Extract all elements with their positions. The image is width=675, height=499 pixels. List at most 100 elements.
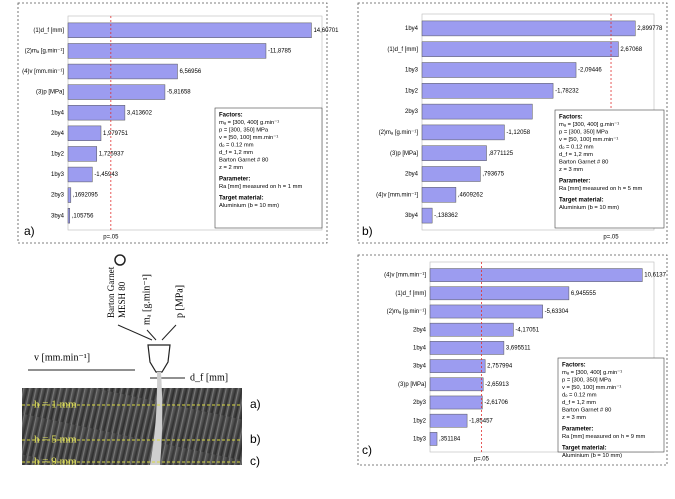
category-label: 2by3 (405, 109, 419, 115)
category-label: 1by2 (51, 151, 65, 157)
note-line: mₐ = [300, 400] g.min⁻¹ (219, 120, 279, 126)
value-label: 2,757994 (487, 364, 513, 370)
value-label: 1,979751 (103, 131, 129, 137)
value-label: -4,17051 (515, 327, 539, 333)
value-label: ,8771125 (489, 151, 514, 157)
abrasive-label: Barton Garnet (106, 266, 116, 318)
level-text: h = 5 mm (34, 434, 77, 446)
bar (422, 125, 504, 140)
category-label: (3)p [MPa] (36, 90, 64, 96)
value-label: 6,945555 (571, 291, 597, 297)
category-label: 1by2 (413, 418, 427, 424)
note-line: dₒ = 0.12 mm (559, 145, 594, 151)
category-label: (1)d_f [mm] (395, 291, 426, 297)
value-label: ,105756 (72, 213, 94, 219)
level-label: c) (250, 454, 260, 468)
note-line: v = [50, 100] mm.min⁻¹ (559, 137, 618, 143)
note-heading: Target material: (559, 198, 604, 204)
note-line: Aluminium (b = 10 mm) (219, 203, 279, 209)
note-heading: Factors: (219, 113, 243, 119)
category-label: (3)p [MPa] (398, 382, 426, 388)
note-line: Ra [mm] measured on h = 1 mm (219, 184, 302, 190)
category-label: (3)p [MPa] (390, 151, 418, 157)
ref-label: p=.05 (103, 235, 119, 241)
pressure-label: p [MPa] (174, 285, 185, 318)
note-line: d_f = 1,2 mm (559, 152, 593, 158)
value-label: -11,8785 (268, 48, 292, 54)
note-line: Ra [mm] measured on h = 9 mm (562, 434, 645, 440)
bar (422, 187, 456, 202)
mesh-label: MESH 80 (117, 281, 127, 318)
bar (422, 42, 618, 57)
note-line: d_f = 1,2 mm (562, 400, 596, 406)
value-label: -2,61706 (484, 400, 508, 406)
category-label: (2)mₐ [g.min⁻¹] (379, 130, 419, 136)
bar (430, 396, 482, 409)
bar (68, 85, 165, 100)
abrasive-icon (115, 255, 125, 265)
category-label: 3by4 (51, 213, 65, 219)
note-heading: Target material: (562, 446, 607, 452)
note-line: v = [50, 100] mm.min⁻¹ (562, 385, 621, 391)
value-label: -,138362 (434, 213, 458, 219)
bar (430, 341, 504, 354)
level-label: a) (250, 397, 261, 411)
diameter-label: d_f [mm] (190, 372, 228, 383)
note-line: Ra [mm] measured on h = 5 mm (559, 186, 642, 192)
value-label: 6,56956 (179, 69, 201, 75)
note-line: Barton Garnet # 80 (562, 408, 611, 414)
note-heading: Factors: (559, 115, 583, 121)
note-line: Barton Garnet # 80 (559, 160, 608, 166)
nozzle (148, 345, 170, 372)
category-label: 2by4 (413, 327, 427, 333)
category-label: 2by4 (51, 131, 65, 137)
note-line: p = [300, 350] MPa (559, 130, 609, 136)
bar (68, 105, 125, 120)
level-text: h = 9 mm (34, 456, 77, 468)
value-label: 14,60701 (313, 28, 339, 34)
bar (430, 323, 513, 336)
note-line: dₒ = 0.12 mm (219, 143, 254, 149)
note-line: Aluminium (b = 10 mm) (562, 453, 622, 459)
bar (430, 378, 483, 391)
value-label: 3,695511 (506, 345, 531, 351)
category-label: 3by4 (413, 364, 427, 370)
bar (430, 305, 543, 318)
category-label: 1by2 (405, 88, 419, 94)
note-line: v = [50, 100] mm.min⁻¹ (219, 135, 278, 141)
category-label: 1by3 (405, 68, 419, 74)
value-label: -5,81658 (167, 90, 191, 96)
category-label: 1by4 (51, 110, 65, 116)
value-label: ,4609262 (458, 192, 484, 198)
bar (422, 63, 576, 78)
category-label: (2)mₐ [g.min⁻¹] (25, 48, 65, 54)
bar (68, 43, 266, 58)
category-label: 1by3 (51, 172, 65, 178)
bar (422, 83, 553, 98)
note-line: z = 3 mm (562, 415, 586, 421)
value-label: ,1692095 (73, 193, 99, 199)
speed-label: v [mm.min⁻¹] (34, 352, 90, 363)
note-heading: Parameter: (559, 179, 590, 185)
note-heading: Parameter: (562, 427, 593, 433)
note-heading: Parameter: (219, 177, 250, 183)
ref-label: p=.05 (603, 235, 619, 241)
category-label: (1)d_f [mm] (387, 47, 418, 53)
value-label: 2,67068 (620, 47, 642, 53)
value-label: -1,12058 (506, 130, 530, 136)
category-label: 2by4 (405, 172, 419, 178)
bar (422, 21, 635, 36)
bar (68, 64, 177, 79)
category-label: 2by3 (51, 193, 65, 199)
note-line: Aluminium (b = 10 mm) (559, 205, 619, 211)
value-label: 2,899778 (637, 26, 663, 32)
category-label: 1by4 (413, 345, 427, 351)
note-line: mₐ = [300, 400] g.min⁻¹ (559, 122, 619, 128)
value-label: -1,78232 (555, 88, 579, 94)
panel-label: a) (24, 224, 35, 238)
note-heading: Target material: (219, 196, 264, 202)
photo-panel: Barton Garnet MESH 80 mₐ [g.min⁻¹] p [MP… (22, 255, 261, 468)
value-label: -1,45943 (94, 172, 118, 178)
note-line: dₒ = 0.12 mm (562, 393, 597, 399)
level-label: b) (250, 432, 261, 446)
